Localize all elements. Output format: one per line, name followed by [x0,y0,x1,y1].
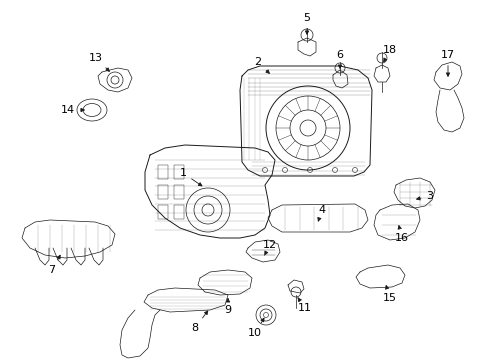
Text: 6: 6 [336,50,343,68]
Text: 16: 16 [394,226,408,243]
Bar [158,205,168,219]
Text: 8: 8 [191,311,207,333]
Bar [174,165,183,179]
Text: 7: 7 [48,255,60,275]
Text: 1: 1 [179,168,202,186]
Bar [158,165,168,179]
Text: 18: 18 [382,45,396,62]
Text: 4: 4 [317,205,325,221]
Text: 14: 14 [61,105,84,115]
Text: 11: 11 [297,298,311,313]
Bar [174,185,183,199]
Text: 2: 2 [254,57,269,73]
Bar [174,205,183,219]
Text: 15: 15 [382,285,396,303]
Text: 9: 9 [224,299,231,315]
Bar [158,185,168,199]
Text: 17: 17 [440,50,454,76]
Text: 12: 12 [263,240,277,255]
Text: 13: 13 [89,53,109,71]
Text: 10: 10 [247,318,264,338]
Text: 5: 5 [303,13,310,34]
Text: 3: 3 [416,191,433,201]
